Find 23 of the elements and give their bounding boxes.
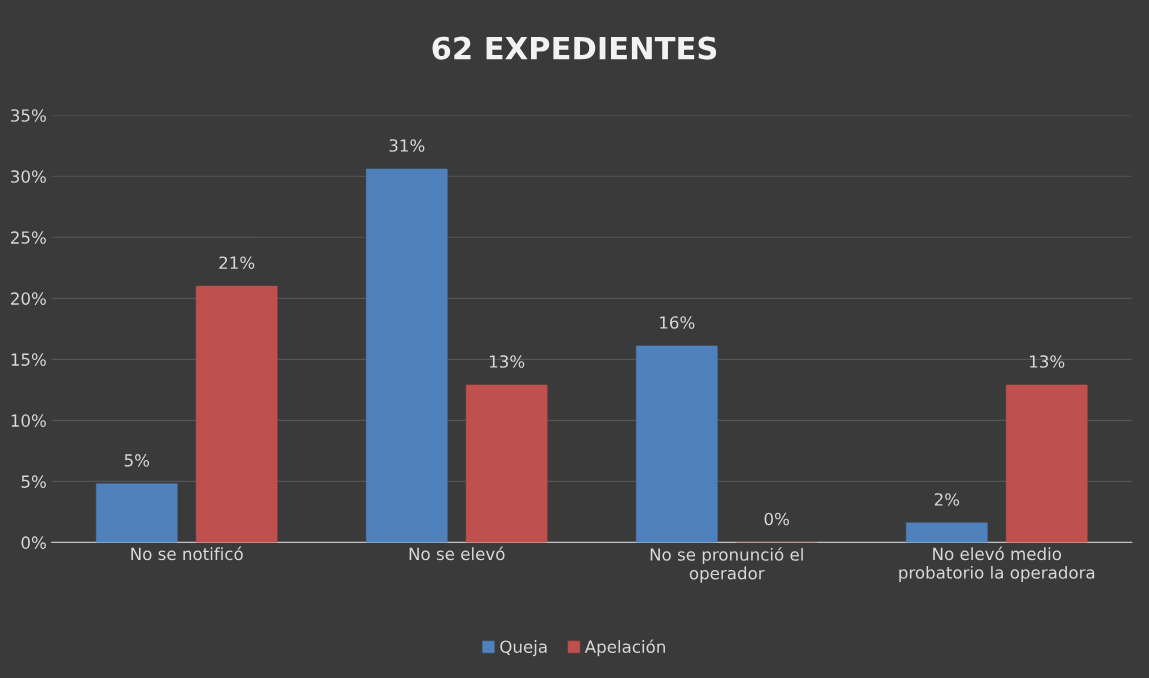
data-label: 13%: [1030, 355, 1065, 368]
y-tick-label: 20%: [11, 292, 46, 305]
chart-title: 62 EXPEDIENTES: [432, 36, 717, 60]
y-tick-label: 0%: [21, 536, 46, 549]
y-tick-label: 25%: [11, 231, 46, 244]
y-tick-label: 5%: [21, 475, 46, 488]
data-label: 13%: [489, 355, 525, 368]
data-label: 5%: [124, 454, 150, 467]
data-label: 0%: [764, 512, 789, 526]
legend-label: Queja: [500, 640, 547, 657]
x-tick-label: No se pronunció el operador: [650, 547, 803, 583]
x-tick-label: No elevó medio probatorio la operadora: [899, 546, 1095, 583]
y-tick-label: 35%: [11, 109, 46, 122]
x-tick-label: No se notificó: [131, 546, 243, 561]
data-label: 31%: [389, 139, 425, 152]
data-label: 21%: [219, 256, 255, 269]
x-tick-label: No se elevó: [409, 546, 505, 561]
y-tick-label: 15%: [11, 353, 46, 366]
data-label: 2%: [934, 493, 960, 506]
legend-label: Apelación: [584, 639, 665, 657]
data-label: 16%: [660, 316, 695, 329]
y-tick-label: 10%: [11, 414, 46, 427]
y-tick-label: 30%: [11, 170, 46, 183]
